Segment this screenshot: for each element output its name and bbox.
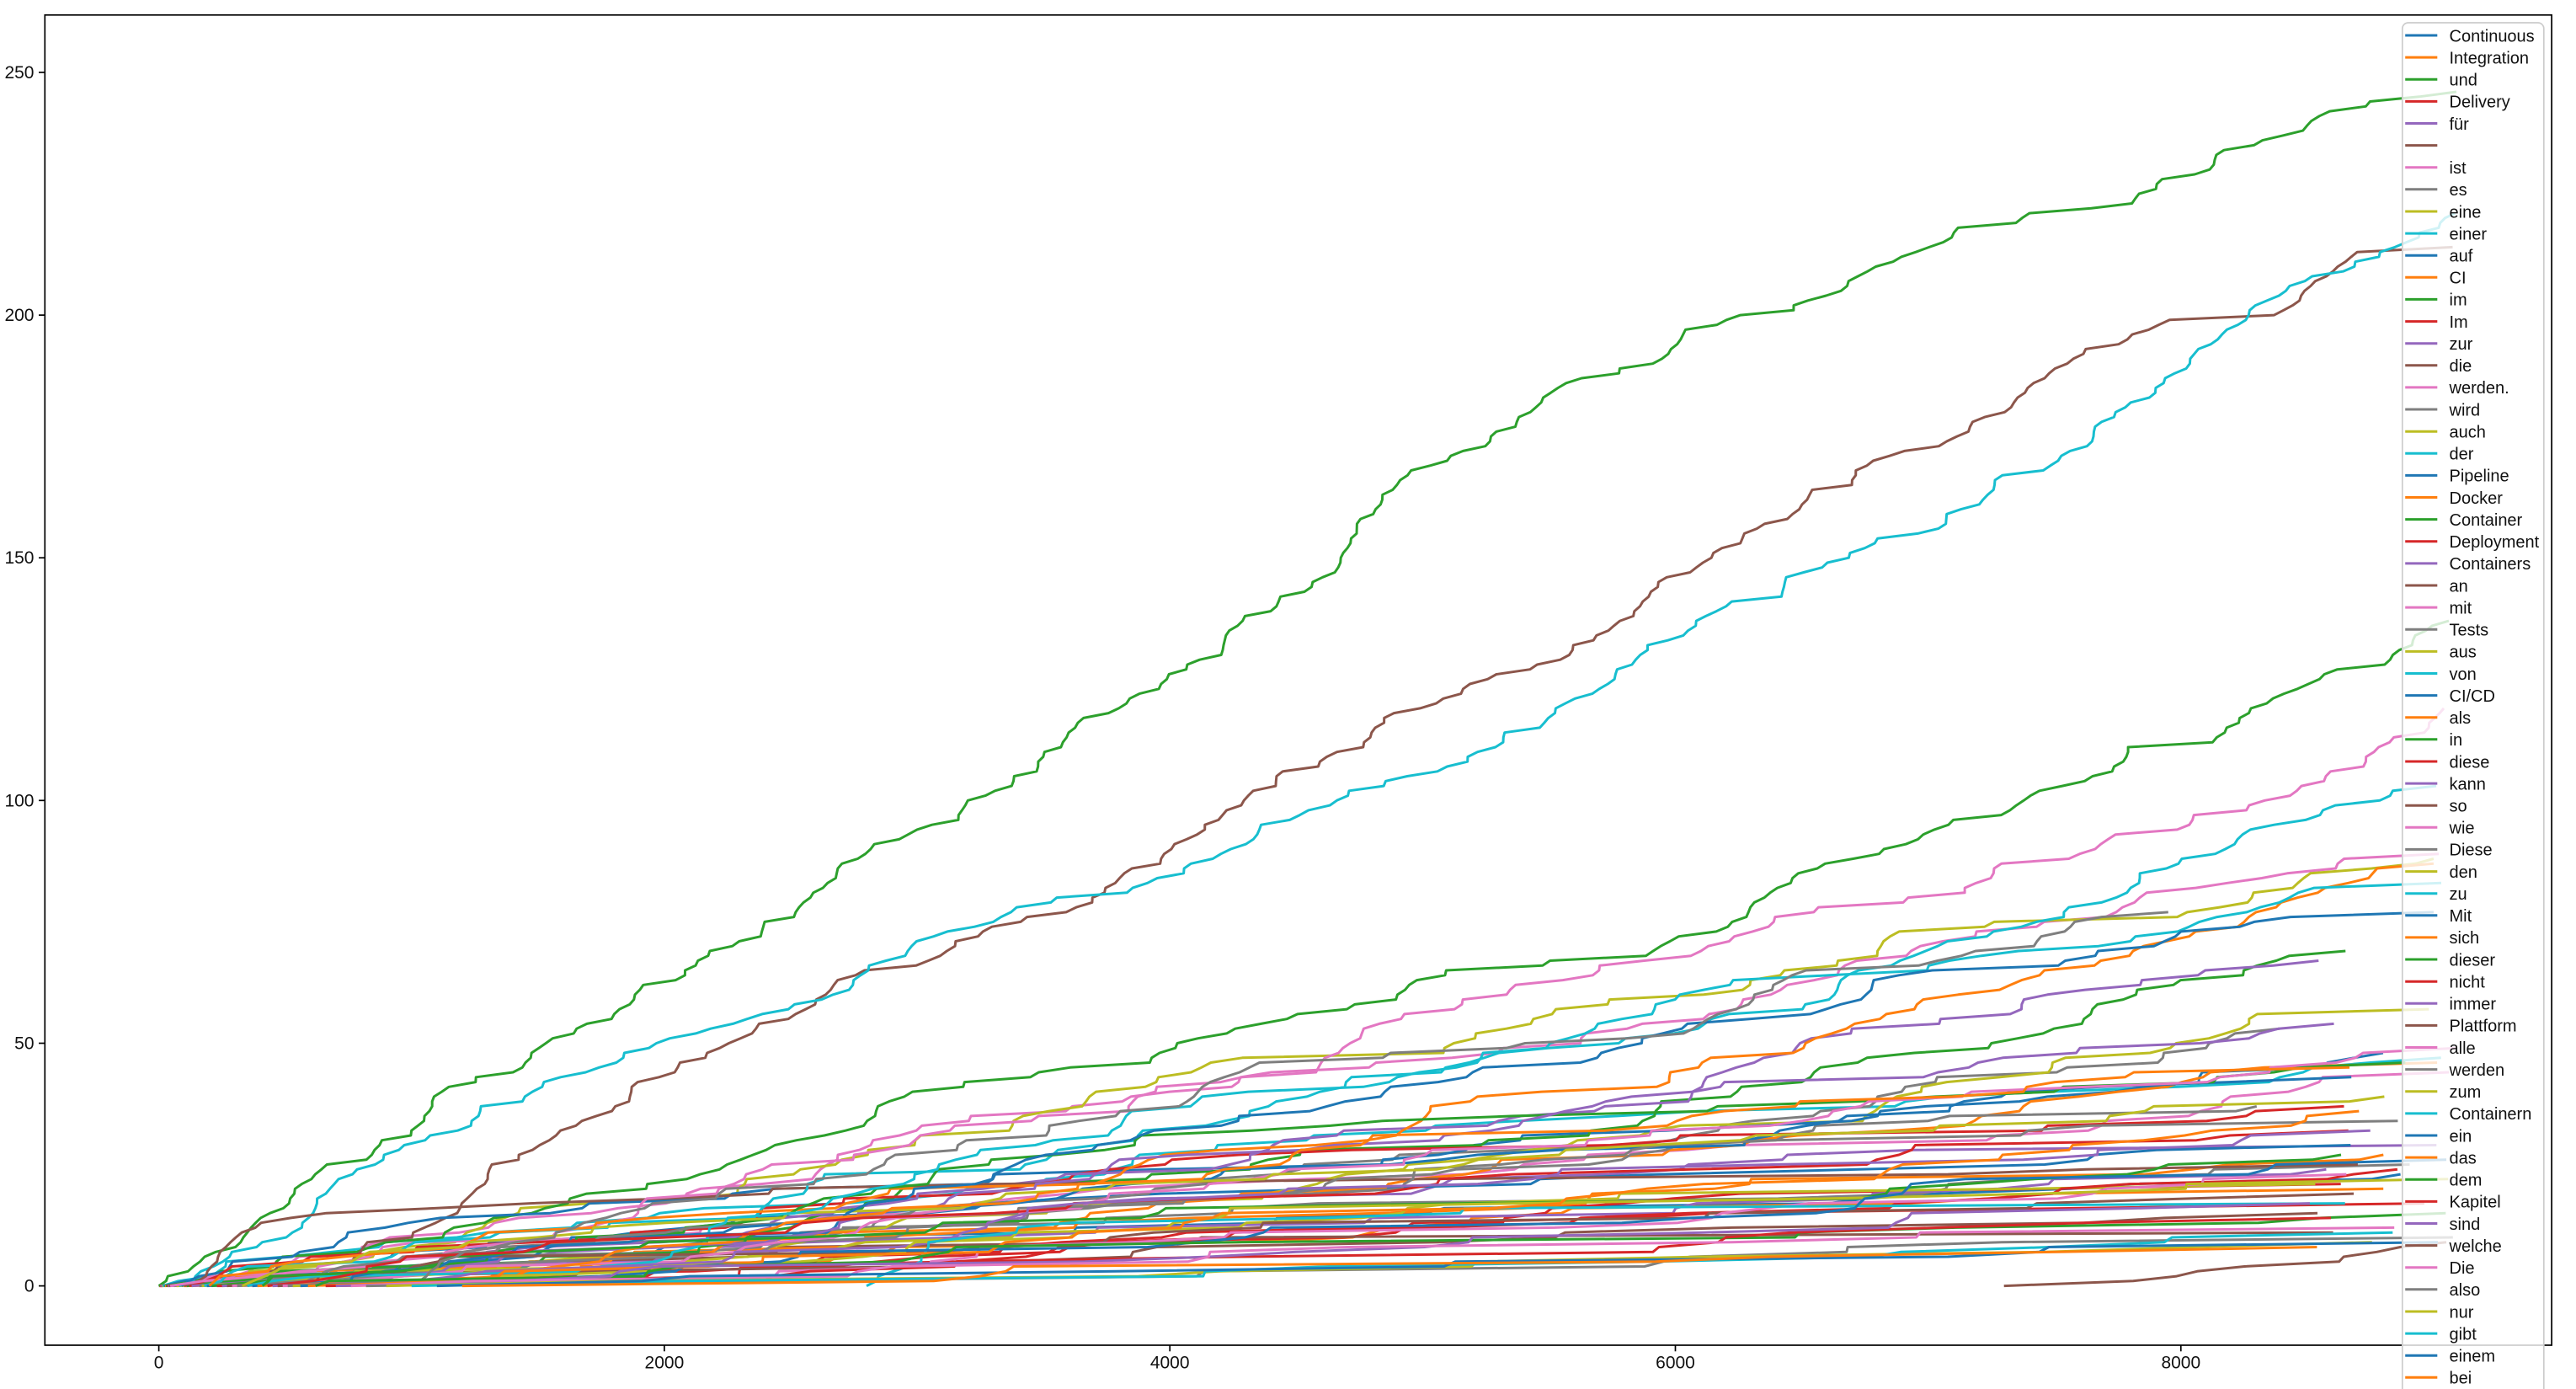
svg-text:zur: zur [2450, 335, 2473, 354]
svg-text:welche: welche [2449, 1237, 2502, 1256]
svg-text:es: es [2450, 181, 2467, 200]
svg-text:als: als [2450, 709, 2472, 728]
svg-text:wird: wird [2449, 401, 2481, 419]
svg-text:und: und [2450, 72, 2477, 90]
svg-text:alle: alle [2450, 1039, 2476, 1058]
svg-text:ist: ist [2450, 159, 2467, 178]
svg-text:Pipeline: Pipeline [2450, 467, 2509, 486]
svg-text:Containers: Containers [2450, 555, 2531, 574]
svg-text:an: an [2450, 577, 2468, 596]
svg-text:Kapitel: Kapitel [2450, 1194, 2501, 1212]
svg-text:150: 150 [4, 548, 34, 568]
svg-text:den: den [2450, 863, 2477, 882]
svg-text:Diese: Diese [2450, 841, 2493, 860]
svg-text:Docker: Docker [2450, 489, 2504, 508]
svg-text:von: von [2450, 665, 2477, 684]
svg-text:ein: ein [2450, 1127, 2472, 1146]
svg-text:sich: sich [2450, 929, 2480, 948]
svg-text:kann: kann [2450, 775, 2486, 793]
svg-text:sind: sind [2450, 1215, 2481, 1234]
svg-text:8000: 8000 [2161, 1354, 2200, 1373]
svg-text:50: 50 [14, 1034, 34, 1054]
svg-text:für: für [2450, 115, 2470, 134]
svg-text:CI: CI [2450, 270, 2467, 288]
svg-text:Delivery: Delivery [2450, 93, 2510, 112]
svg-text:werden: werden [2449, 1061, 2505, 1080]
svg-text:also: also [2450, 1281, 2481, 1300]
svg-text:im: im [2450, 291, 2467, 310]
svg-text:auch: auch [2450, 424, 2486, 442]
svg-text:250: 250 [4, 63, 34, 83]
svg-text:gibt: gibt [2450, 1325, 2477, 1344]
svg-text:6000: 6000 [1656, 1354, 1695, 1373]
svg-text:Containern: Containern [2450, 1105, 2532, 1124]
svg-text:diese: diese [2450, 753, 2490, 772]
svg-text:bei: bei [2450, 1370, 2472, 1388]
svg-text:0: 0 [24, 1277, 35, 1296]
svg-text:Container: Container [2450, 511, 2523, 530]
svg-text:Plattform: Plattform [2450, 1018, 2517, 1036]
svg-text:die: die [2450, 357, 2472, 376]
svg-text:immer: immer [2450, 996, 2497, 1014]
svg-text:200: 200 [4, 306, 34, 325]
svg-text:Deployment: Deployment [2450, 533, 2540, 552]
svg-text:2000: 2000 [645, 1354, 685, 1373]
svg-text:dem: dem [2450, 1172, 2483, 1190]
svg-text:wie: wie [2449, 820, 2475, 838]
svg-text:eine: eine [2450, 203, 2482, 222]
svg-text:in: in [2450, 731, 2463, 750]
svg-text:Continuous: Continuous [2450, 27, 2535, 45]
svg-text:Die: Die [2450, 1259, 2475, 1278]
svg-text:dieser: dieser [2450, 951, 2496, 970]
svg-text:der: der [2450, 446, 2474, 464]
svg-text:aus: aus [2450, 644, 2477, 662]
svg-text:Mit: Mit [2450, 907, 2472, 926]
svg-text:0: 0 [154, 1354, 164, 1373]
svg-text:nur: nur [2450, 1303, 2474, 1322]
svg-text:werden.: werden. [2449, 379, 2509, 398]
svg-text:einem: einem [2450, 1348, 2495, 1366]
svg-text:Tests: Tests [2450, 622, 2489, 640]
svg-text:100: 100 [4, 791, 34, 810]
svg-text:Im: Im [2450, 313, 2468, 332]
svg-text:Integration: Integration [2450, 49, 2530, 67]
svg-text:4000: 4000 [1150, 1354, 1190, 1373]
svg-text:einer: einer [2450, 225, 2488, 243]
svg-text:auf: auf [2450, 248, 2473, 266]
svg-text:zum: zum [2450, 1083, 2482, 1102]
svg-text:nicht: nicht [2450, 974, 2486, 992]
svg-text:zu: zu [2450, 885, 2467, 904]
svg-text:so: so [2450, 798, 2467, 816]
svg-text:das: das [2450, 1149, 2477, 1167]
svg-text:mit: mit [2450, 599, 2472, 617]
svg-text:CI/CD: CI/CD [2450, 687, 2495, 706]
